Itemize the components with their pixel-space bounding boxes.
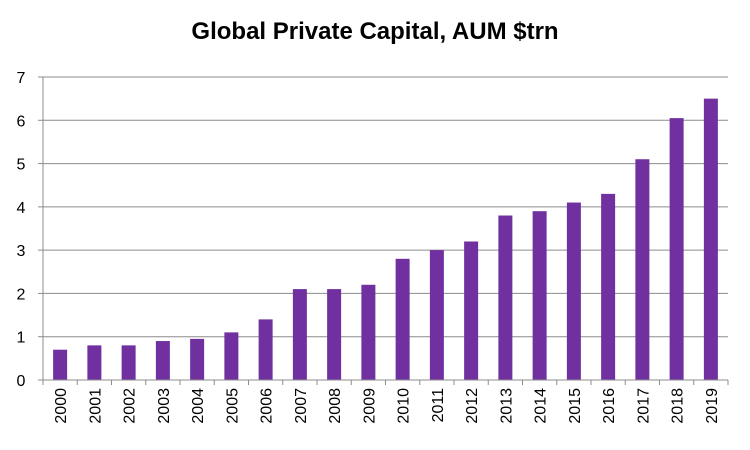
x-tick-label: 2004 (190, 388, 207, 424)
bar-2011 (429, 250, 444, 380)
y-axis-ticks: 0 1 2 3 4 5 6 7 (17, 70, 26, 390)
chart-title: Global Private Capital, AUM $trn (191, 18, 559, 45)
axes (38, 76, 729, 385)
x-tick-label: 2010 (396, 388, 413, 424)
bar-2017 (635, 159, 650, 380)
bars (53, 98, 718, 381)
x-axis-ticks: 2000 2001 2002 2003 2004 2005 2006 2007 2008 2009… (53, 388, 721, 424)
x-tick-label: 2000 (53, 388, 70, 424)
bar-2019 (703, 98, 718, 381)
bar-2006 (258, 319, 273, 380)
bar-2010 (395, 258, 410, 380)
bar-2008 (327, 289, 342, 380)
x-tick-label: 2011 (430, 388, 447, 423)
x-tick-label: 2016 (601, 388, 618, 424)
x-tick-label: 2019 (704, 388, 721, 424)
y-tick-label: 6 (17, 113, 26, 130)
bar-2003 (155, 341, 170, 380)
x-tick-label: 2008 (327, 388, 344, 424)
x-tick-label: 2017 (635, 388, 652, 424)
bar-2014 (532, 211, 547, 380)
x-tick-label: 2018 (670, 388, 687, 424)
x-tick-label: 2015 (567, 388, 584, 424)
bar-2016 (601, 193, 616, 380)
bar-2007 (292, 289, 307, 380)
x-tick-label: 2006 (259, 388, 276, 424)
y-tick-label: 3 (17, 243, 26, 260)
bar-2013 (498, 215, 513, 380)
y-tick-label: 0 (17, 373, 26, 390)
bar-2000 (53, 349, 68, 380)
y-tick-label: 5 (17, 157, 26, 174)
x-tick-label: 2012 (464, 388, 481, 424)
bar-2009 (361, 284, 376, 380)
y-tick-label: 1 (17, 330, 26, 347)
gridlines (43, 76, 728, 338)
bar-2001 (87, 345, 102, 380)
y-tick-label: 2 (17, 286, 26, 303)
x-tick-label: 2009 (361, 388, 378, 424)
x-tick-label: 2007 (293, 388, 310, 424)
x-tick-label: 2001 (87, 388, 104, 424)
bar-2012 (464, 241, 479, 380)
bar-2004 (190, 338, 205, 380)
y-tick-label: 4 (17, 200, 26, 217)
bar-2018 (669, 118, 684, 380)
x-tick-label: 2013 (498, 388, 515, 424)
x-tick-label: 2003 (156, 388, 173, 424)
bar-2015 (566, 202, 581, 380)
x-tick-label: 2002 (122, 388, 139, 424)
y-tick-label: 7 (17, 70, 26, 87)
x-tick-label: 2014 (533, 388, 550, 424)
x-tick-label: 2005 (224, 388, 241, 424)
bar-2005 (224, 332, 239, 380)
bar-2002 (121, 345, 136, 380)
